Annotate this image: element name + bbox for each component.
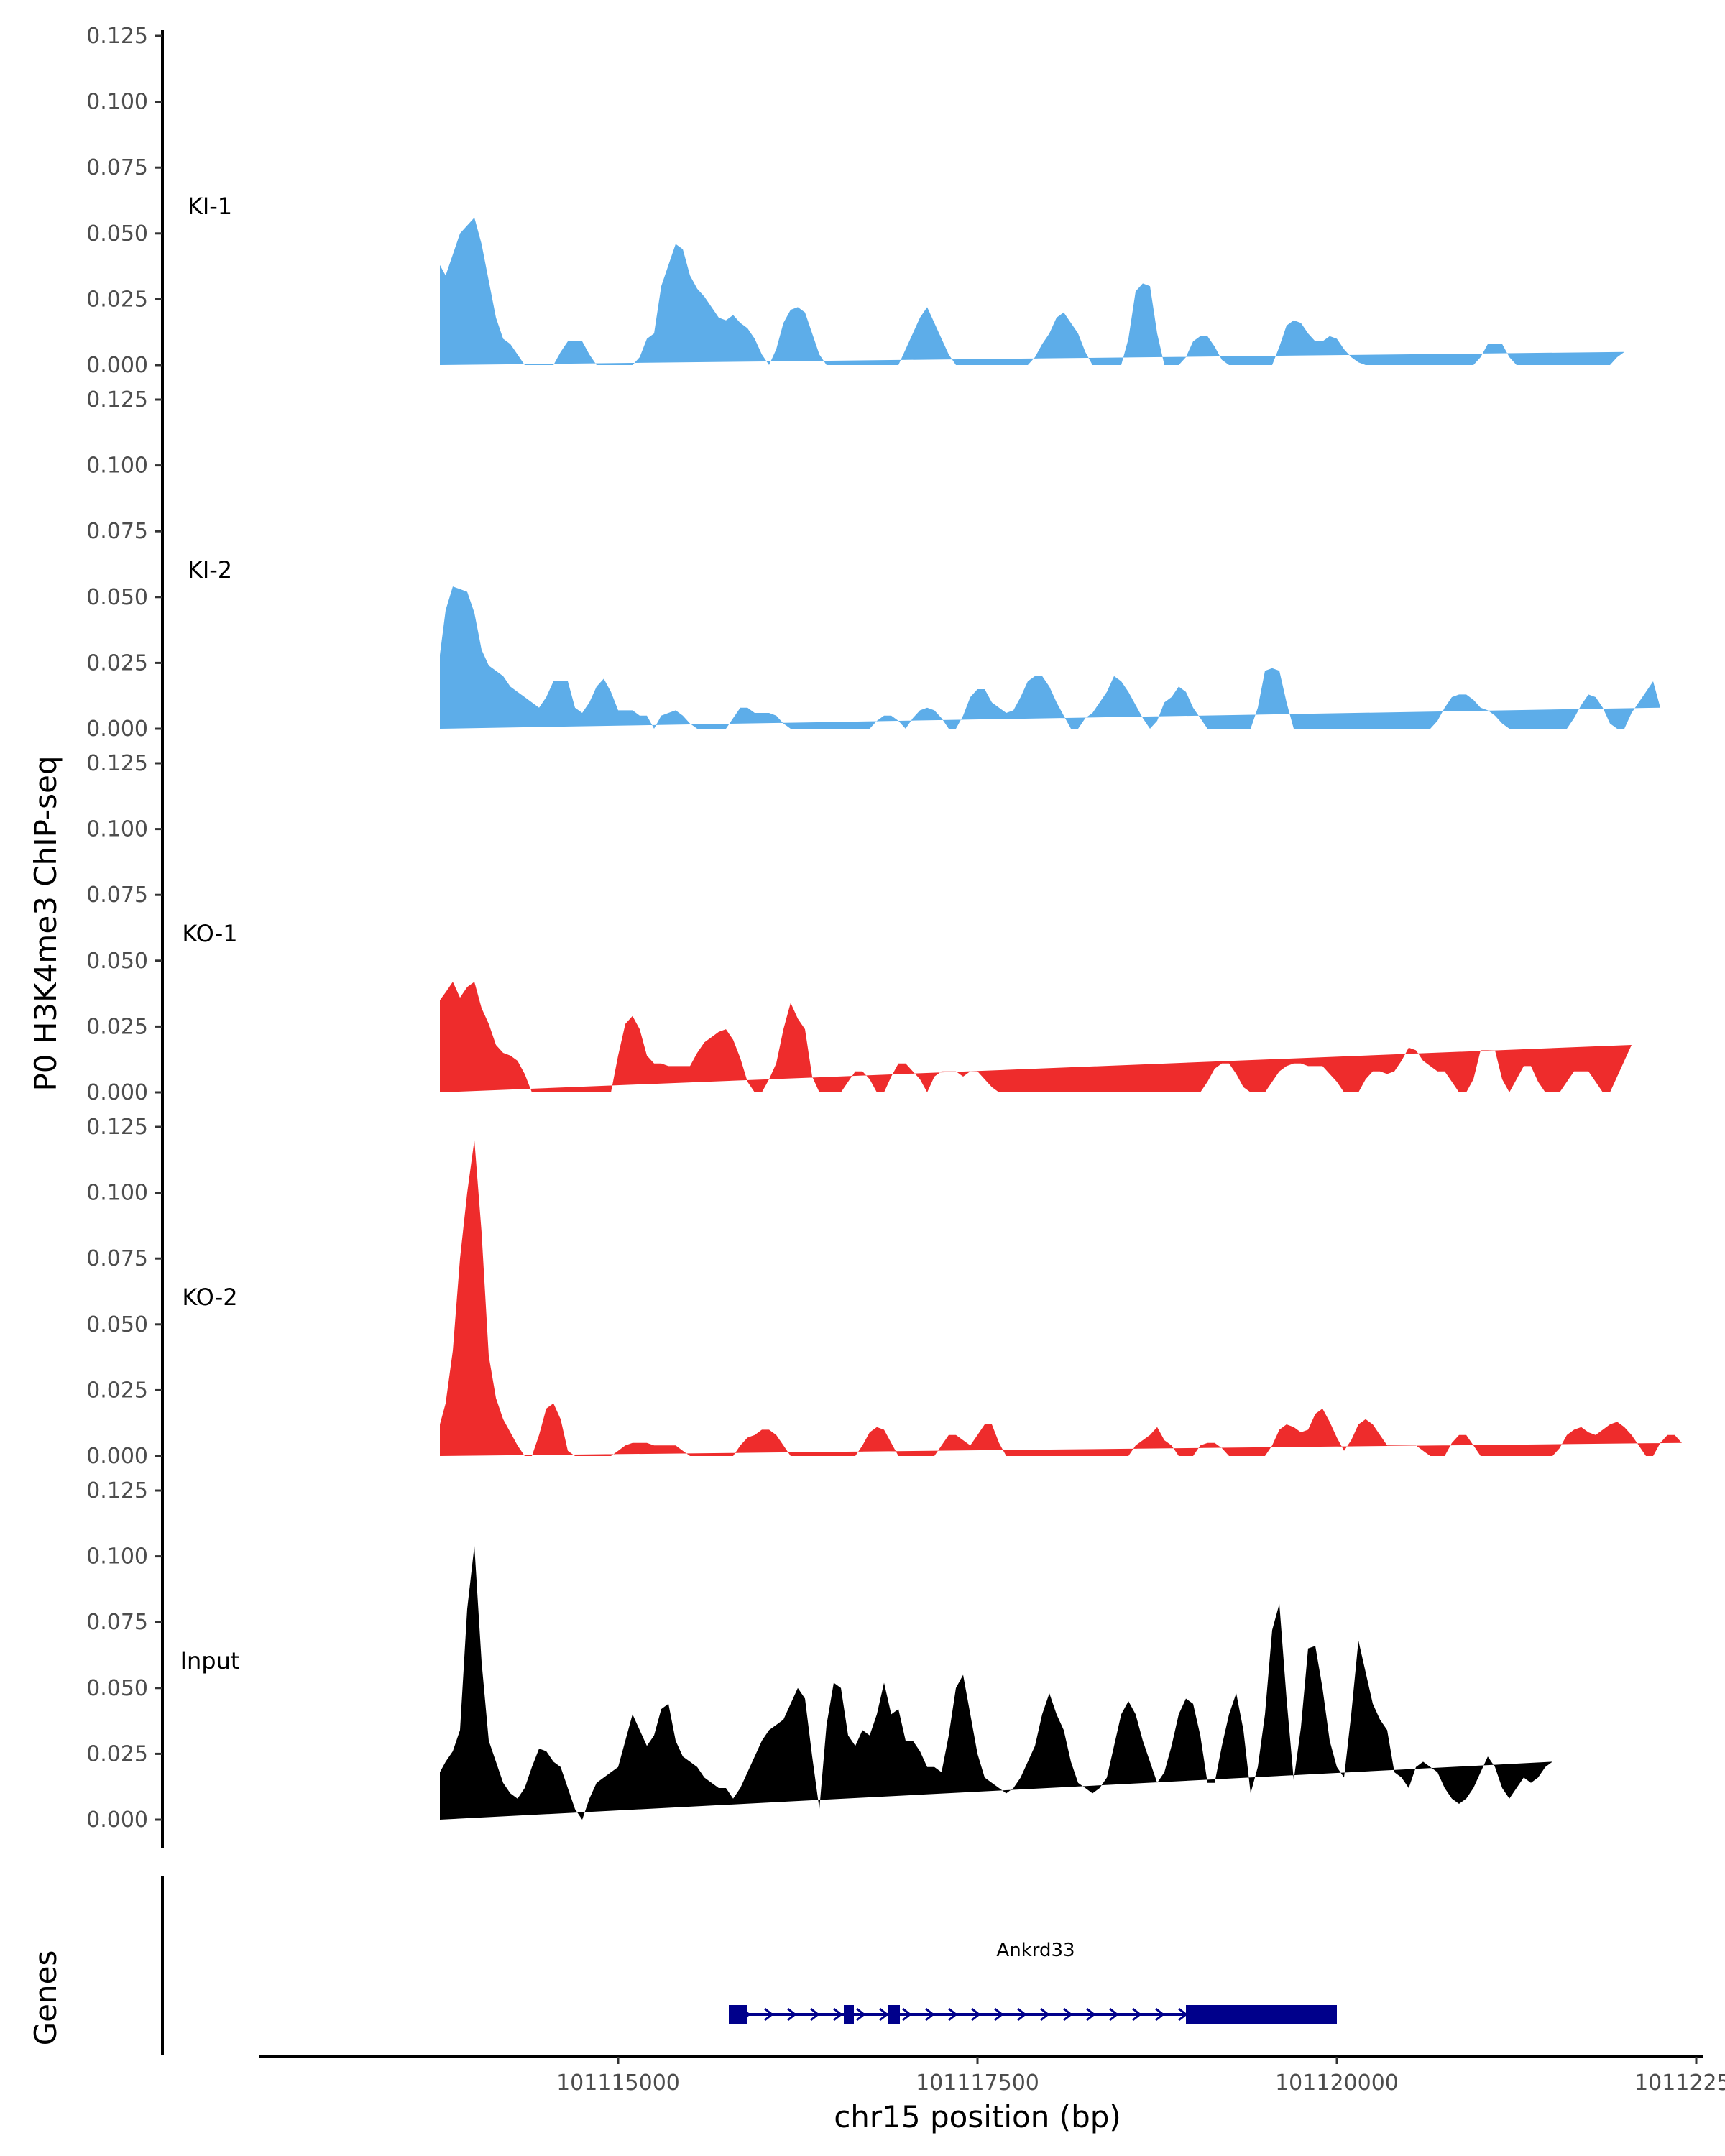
track-label: Input: [180, 1647, 240, 1674]
y-tick-label: 0.050: [86, 1676, 148, 1701]
signal-area-input: [440, 1545, 1552, 1820]
y-tick-label: 0.025: [86, 650, 148, 676]
strand-arrow: [1040, 2007, 1050, 2022]
track-label: KO-1: [182, 920, 237, 947]
strand-arrow: [1086, 2007, 1096, 2022]
track-ki-1: 0.000 0.025 0.050 0.075 0.100 0.125 KI-1: [86, 24, 1624, 394]
y-tick-label: 0.075: [86, 883, 148, 908]
x-tick-label: 101122500: [1634, 2070, 1725, 2096]
y-tick-label: 0.000: [86, 1807, 148, 1833]
y-tick-label: 0.125: [86, 1478, 148, 1503]
genes-track: Ankrd33: [161, 1876, 1337, 2055]
gene-exon: [888, 2005, 900, 2024]
y-tick-label: 0.100: [86, 453, 148, 479]
tracks-layer: 0.0000.0250.0500.0750.1000.125KI-10.0000…: [86, 24, 1682, 1848]
y-tick-label: 0.050: [86, 221, 148, 247]
track-label: KO-2: [182, 1284, 237, 1311]
track-ko-1: 0.000 0.025 0.050 0.075 0.100 0.125 KO-1: [86, 751, 1632, 1121]
y-tick-label: 0.075: [86, 155, 148, 180]
track-label: KI-2: [188, 556, 232, 584]
y-tick-label: 0.125: [86, 387, 148, 413]
strand-arrow: [856, 2007, 866, 2022]
signal-area-ki-2: [440, 586, 1660, 729]
y-tick-label: 0.025: [86, 287, 148, 312]
strand-arrow: [1063, 2007, 1073, 2022]
y-tick-label: 0.050: [86, 1312, 148, 1337]
y-tick-label: 0.000: [86, 353, 148, 378]
signal-area-ko-1: [440, 982, 1632, 1092]
gene-exon: [1186, 2005, 1337, 2024]
y-tick-label: 0.000: [86, 717, 148, 742]
x-tick-label: 101120000: [1275, 2070, 1399, 2096]
y-tick-label: 0.100: [86, 817, 148, 842]
y-tick-label: 0.025: [86, 1014, 148, 1039]
strand-arrow: [833, 2007, 843, 2022]
y-tick-label: 0.025: [86, 1741, 148, 1766]
strand-arrow: [994, 2007, 1004, 2022]
strand-arrow: [925, 2007, 935, 2022]
strand-arrow: [787, 2007, 797, 2022]
y-tick-label: 0.025: [86, 1378, 148, 1403]
strand-arrow: [810, 2007, 820, 2022]
y-tick-label: 0.000: [86, 1444, 148, 1469]
y-tick-label: 0.000: [86, 1080, 148, 1105]
strand-arrow: [971, 2007, 981, 2022]
track-ko-2: 0.000 0.025 0.050 0.075 0.100 0.125 KO-2: [86, 1115, 1682, 1485]
y-tick-label: 0.075: [86, 519, 148, 544]
strand-arrow: [1155, 2007, 1165, 2022]
y-tick-label: 0.125: [86, 24, 148, 49]
track-input: 0.000 0.025 0.050 0.075 0.100 0.125 Input: [86, 1478, 1552, 1848]
gene-name-label: Ankrd33: [996, 1940, 1075, 1961]
strand-arrow: [1109, 2007, 1119, 2022]
strand-arrow: [1132, 2007, 1142, 2022]
y-tick-label: 0.075: [86, 1246, 148, 1271]
gene-exon: [844, 2005, 854, 2024]
gene-exon: [729, 2005, 748, 2024]
x-axis-title: chr15 position (bp): [834, 2099, 1121, 2134]
strand-arrow: [1017, 2007, 1027, 2022]
y-axis-title: P0 H3K4me3 ChIP-seq: [28, 755, 63, 1091]
y-tick-label: 0.125: [86, 1115, 148, 1140]
signal-area-ki-1: [440, 217, 1624, 365]
x-tick-label: 101117500: [916, 2070, 1039, 2096]
y-tick-label: 0.050: [86, 585, 148, 610]
x-axis: 101115000 101117500 101120000 101122500: [259, 2055, 1725, 2096]
y-tick-label: 0.125: [86, 751, 148, 776]
y-tick-label: 0.100: [86, 1181, 148, 1206]
strand-arrow: [764, 2007, 774, 2022]
y-tick-label: 0.075: [86, 1610, 148, 1635]
y-tick-label: 0.050: [86, 949, 148, 974]
x-tick-label: 101115000: [556, 2070, 680, 2096]
strand-arrow: [879, 2007, 889, 2022]
y-tick-label: 0.100: [86, 90, 148, 115]
track-label: KI-1: [188, 193, 232, 220]
genes-axis-title: Genes: [28, 1950, 63, 2046]
y-tick-label: 0.100: [86, 1544, 148, 1570]
track-ki-2: 0.000 0.025 0.050 0.075 0.100 0.125 KI-2: [86, 387, 1660, 757]
strand-arrow: [948, 2007, 958, 2022]
strand-arrow: [902, 2007, 912, 2022]
